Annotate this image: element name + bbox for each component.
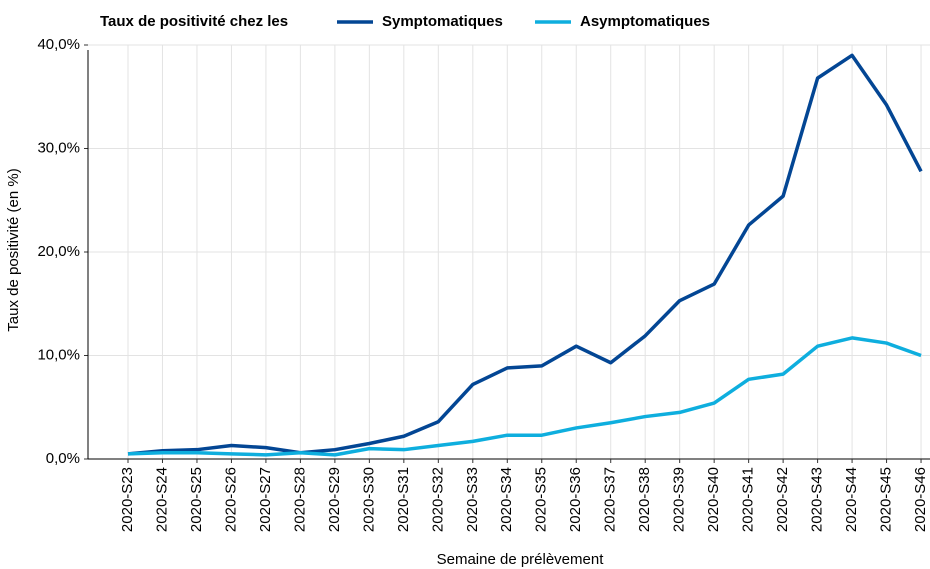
- x-tick-label: 2020-S46: [912, 467, 929, 532]
- line-series: [127, 53, 923, 456]
- x-tick-label: 2020-S39: [671, 467, 688, 532]
- x-tick-label: 2020-S32: [429, 467, 446, 532]
- x-tick-label: 2020-S45: [878, 467, 895, 532]
- legend-label: Asymptomatiques: [580, 13, 710, 30]
- y-tick-label: 30,0%: [37, 139, 80, 156]
- x-tick-label: 2020-S26: [222, 467, 239, 532]
- y-tick-label: 20,0%: [37, 243, 80, 260]
- y-axis-title: Taux de positivité (en %): [5, 168, 22, 331]
- x-tick-label: 2020-S38: [636, 467, 653, 532]
- x-tick-label: 2020-S41: [740, 467, 757, 532]
- x-tick-label: 2020-S35: [533, 467, 550, 532]
- y-tick-label: 40,0%: [37, 36, 80, 53]
- legend-background: [88, 4, 743, 42]
- x-tick-label: 2020-S31: [395, 467, 412, 532]
- x-tick-label: 2020-S34: [498, 467, 515, 532]
- x-tick-label: 2020-S27: [257, 467, 274, 532]
- x-tick-label: 2020-S29: [326, 467, 343, 532]
- x-axis-title: Semaine de prélèvement: [437, 551, 605, 568]
- x-tick-label: 2020-S37: [602, 467, 619, 532]
- x-tick-label: 2020-S44: [843, 467, 860, 532]
- legend-title: Taux de positivité chez les: [100, 13, 288, 30]
- x-tick-label: 2020-S43: [809, 467, 826, 532]
- x-tick-label: 2020-S33: [464, 467, 481, 532]
- x-tick-label: 2020-S25: [188, 467, 205, 532]
- legend-label: Symptomatiques: [382, 13, 503, 30]
- x-tick-label: 2020-S28: [291, 467, 308, 532]
- y-tick-label: 10,0%: [37, 346, 80, 363]
- x-tick-label: 2020-S40: [705, 467, 722, 532]
- x-tick-label: 2020-S36: [567, 467, 584, 532]
- y-tick-label: 0,0%: [46, 450, 80, 467]
- x-tick-label: 2020-S30: [360, 467, 377, 532]
- x-tick-label: 2020-S23: [119, 467, 136, 532]
- x-tick-label: 2020-S42: [774, 467, 791, 532]
- line-series: [127, 336, 922, 457]
- x-tick-label: 2020-S24: [153, 467, 170, 532]
